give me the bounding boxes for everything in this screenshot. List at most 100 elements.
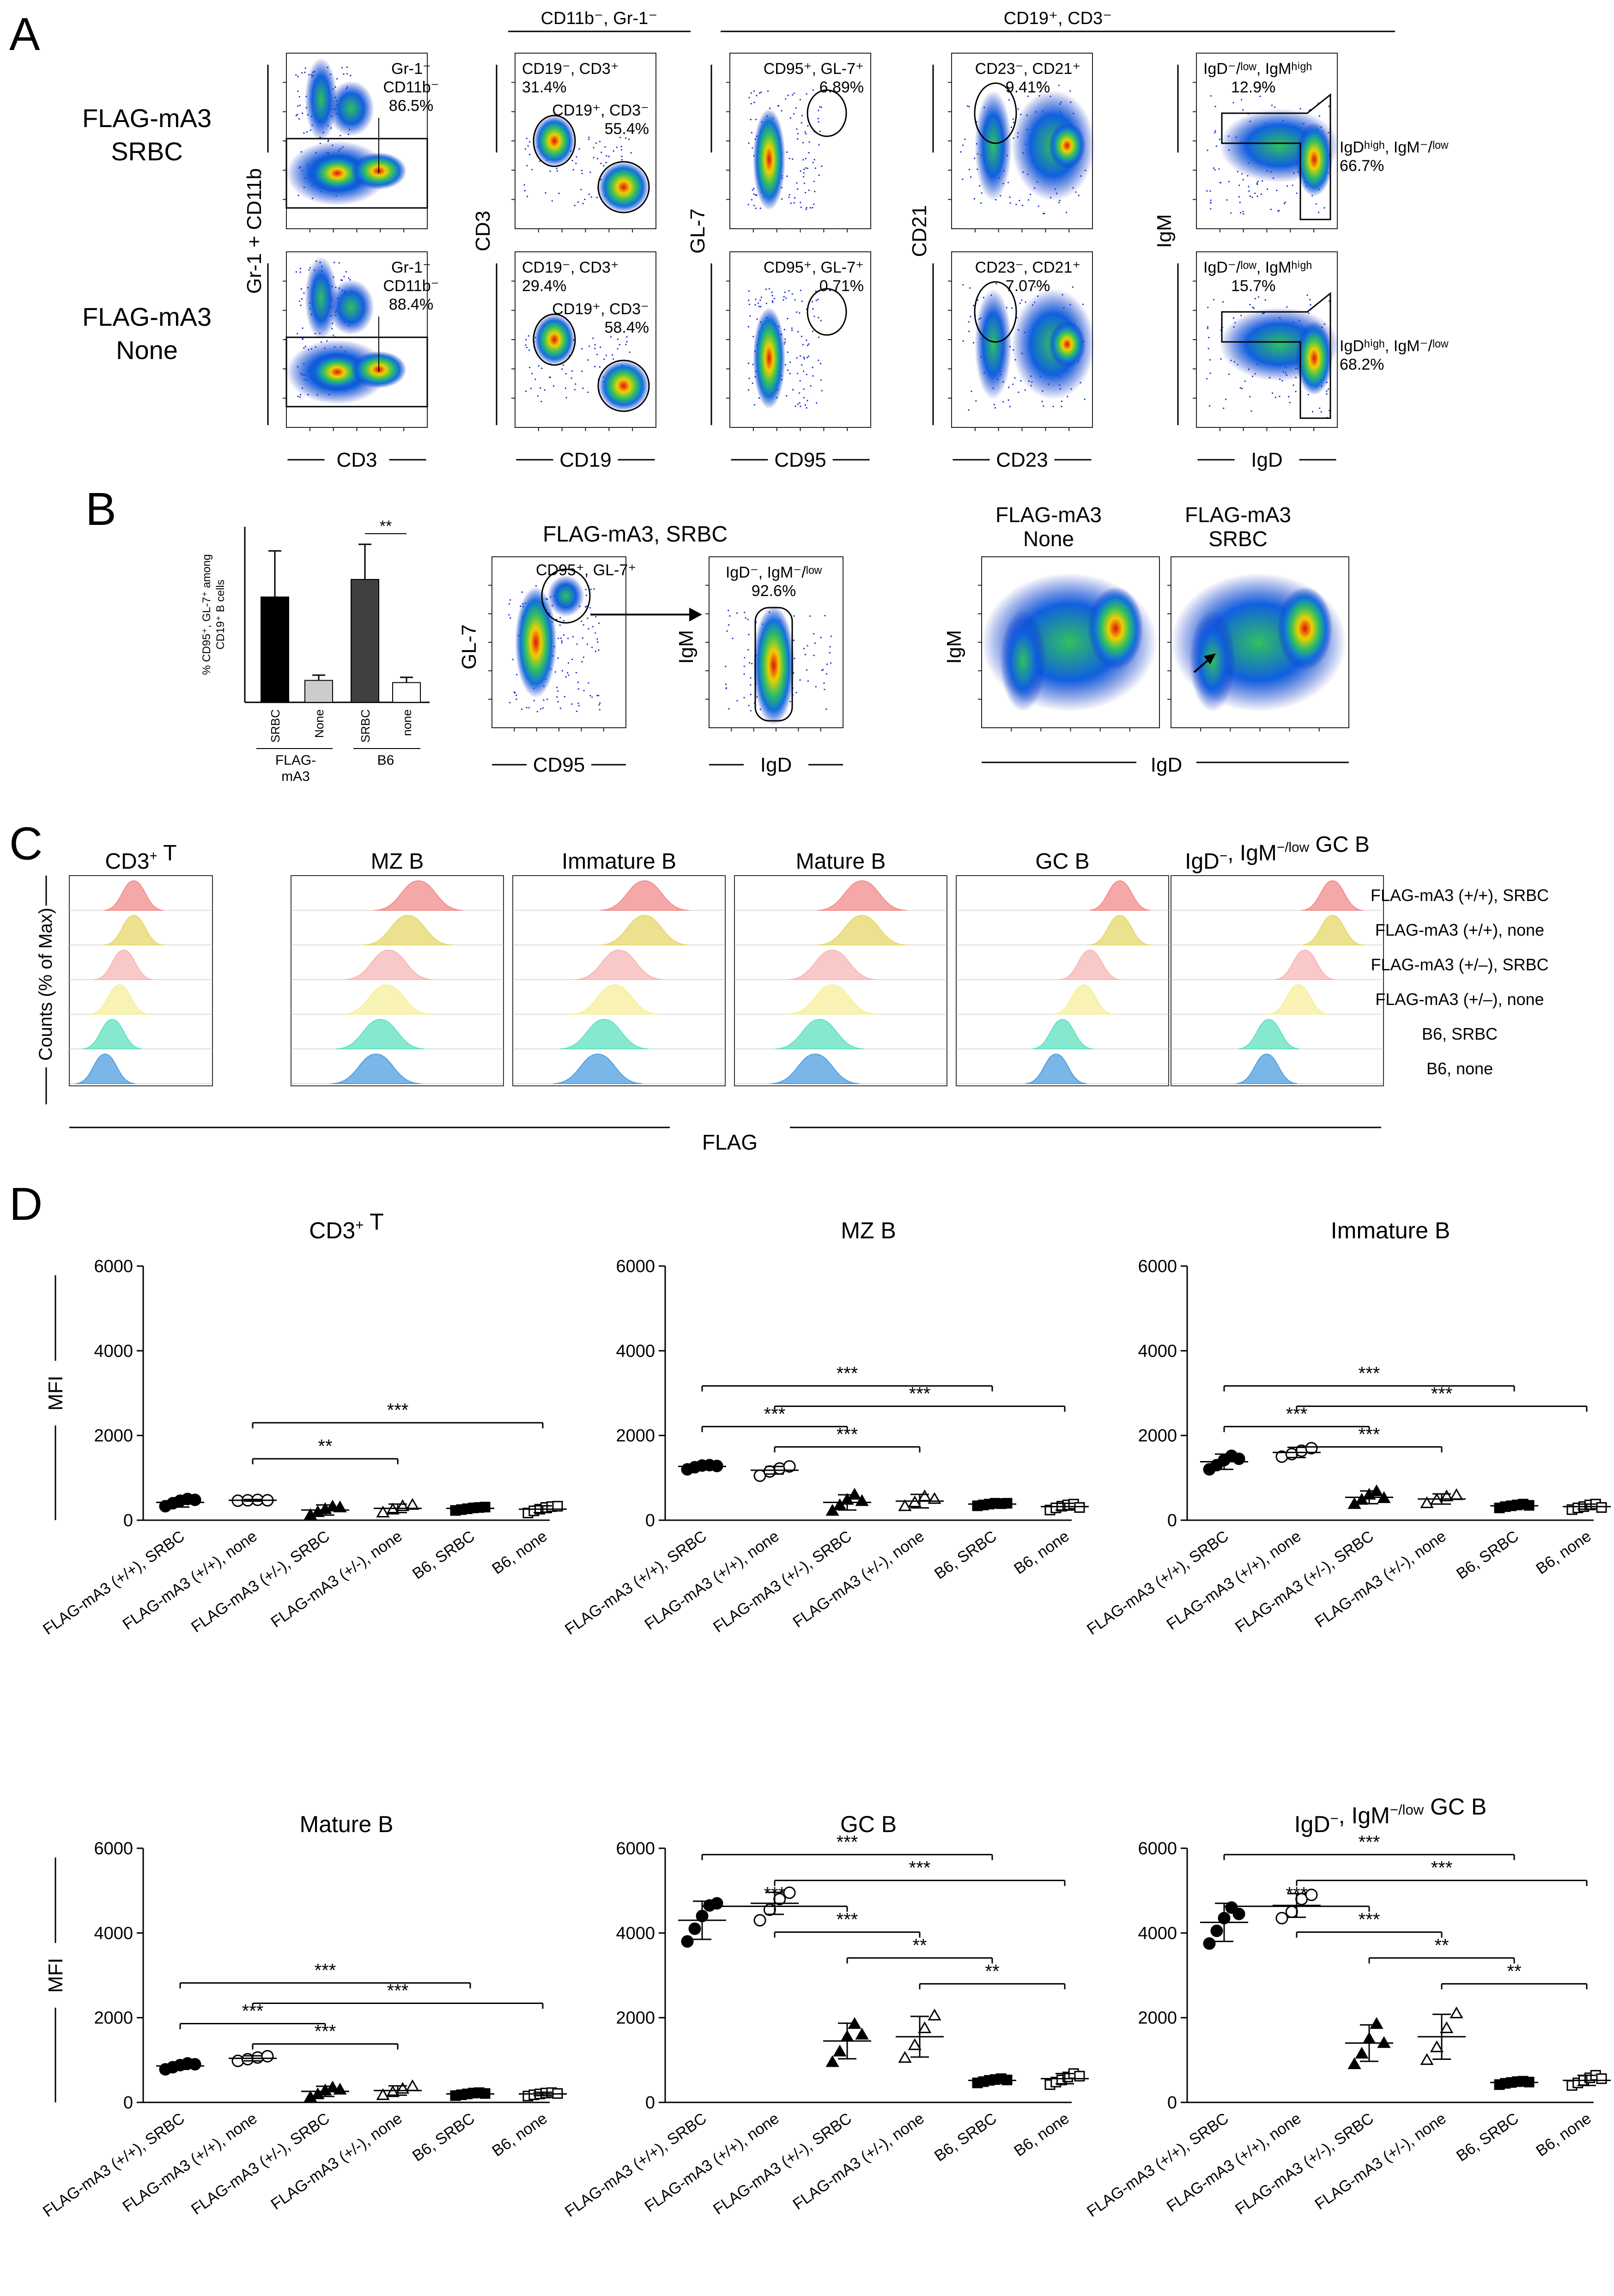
density-blob [305,58,337,141]
event-dot [571,159,573,162]
event-dot [977,299,979,301]
event-dot [830,662,832,664]
event-dot [981,192,983,194]
event-dot [799,679,801,681]
event-dot [968,330,970,332]
title-part: , IgM [1339,1803,1390,1828]
event-dot [1020,380,1022,382]
event-dot [567,662,570,664]
event-dot [536,711,538,713]
event-dot [1299,108,1301,110]
event-dot [526,706,528,709]
event-dot [1249,195,1251,197]
significance-label: *** [1286,1884,1308,1904]
x-axis-label: IgD [1251,449,1282,471]
event-dot [1284,201,1286,203]
significance-label: *** [837,1832,858,1852]
event-dot [755,194,757,196]
event-dot [787,317,789,320]
gate-label: CD11b⁻ [383,277,439,295]
event-dot [765,303,767,305]
event-dot [994,407,996,409]
event-dot [801,115,803,116]
event-dot [1251,196,1253,198]
event-dot [605,354,607,356]
significance-label: *** [909,1383,931,1404]
event-dot [558,637,559,639]
event-dot [302,112,303,114]
event-dot [1082,304,1084,305]
data-point [406,2079,419,2091]
event-dot [825,708,827,710]
event-dot [625,344,627,346]
event-dot [1310,304,1311,306]
event-dot [1019,200,1020,201]
event-dot [806,339,807,341]
plot-title: None [1023,527,1074,551]
gate-percent: 9.41% [1006,79,1050,96]
event-dot [1326,390,1328,392]
event-dot [748,97,750,98]
x-axis-label: IgD [760,754,792,776]
data-point [1275,1912,1288,1924]
event-dot [1041,401,1043,402]
event-dot [613,358,614,360]
significance-label: *** [909,1858,931,1878]
event-dot [526,347,528,348]
arrow-head [689,608,702,621]
event-dot [297,76,299,78]
event-dot [332,335,334,336]
event-dot [800,207,802,208]
event-dot [818,174,820,176]
event-dot [598,649,600,651]
gate-ellipse [541,568,591,624]
event-dot [601,152,602,153]
event-dot [596,196,598,199]
event-dot [1009,406,1011,408]
event-dot [759,299,761,301]
data-point [1232,1452,1245,1465]
event-dot [572,636,574,638]
histogram-frame [734,875,947,1086]
event-dot [556,170,558,172]
event-dot [751,663,753,664]
event-dot [516,694,517,696]
event-dot [1306,294,1308,296]
event-dot [785,297,787,299]
event-dot [1206,378,1208,380]
event-dot [1209,372,1211,374]
y-axis-label: GL-7 [458,624,480,670]
event-dot [612,354,613,356]
gate-label: CD95⁺, GL-7⁺ [764,60,864,78]
event-dot [808,189,810,191]
row-legend-label: FLAG-mA3 (+/–), SRBC [1371,955,1548,974]
histogram-peak [1302,915,1363,945]
event-dot [803,172,805,174]
bar-category: none [400,709,414,736]
event-dot [594,347,596,349]
event-dot [1256,183,1258,185]
event-dot [1288,396,1290,397]
flow-plot: CD95⁺, GL-7⁺6.89% [726,53,871,232]
flow-plot-igm-igd [1167,556,1349,731]
event-dot [1271,392,1274,394]
histogram-peak [344,950,433,980]
event-dot [341,67,343,69]
event-dot [544,389,546,391]
event-dot [1010,126,1012,128]
y-axis-label: Gr-1 + CD11b [243,168,266,294]
event-dot [588,193,590,195]
event-dot [802,176,804,178]
category-label: B6, none [1011,1527,1072,1577]
event-dot [821,390,823,392]
density-blob [753,605,795,725]
event-dot [1241,99,1243,101]
event-dot [805,208,807,210]
significance-label: ** [380,518,392,535]
category-label: B6, SRBC [931,1527,1000,1583]
event-dot [818,144,820,146]
density-blob [1296,122,1333,196]
event-dot [758,305,760,307]
event-dot [824,615,826,616]
density-blob [305,256,337,340]
